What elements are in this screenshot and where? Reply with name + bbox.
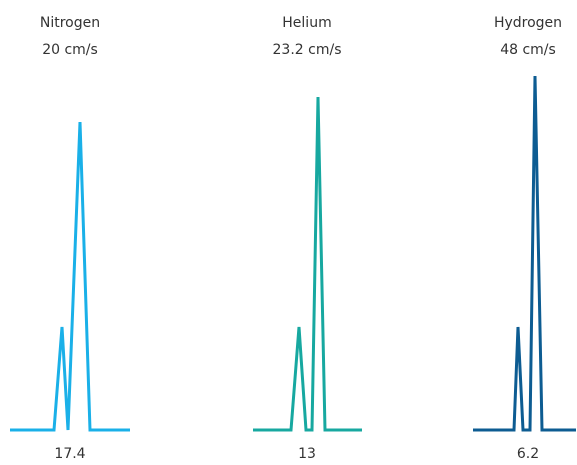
gas-speed: 20 cm/s bbox=[42, 42, 98, 58]
gas-name: Helium bbox=[282, 15, 331, 31]
gas-speed: 23.2 cm/s bbox=[273, 42, 342, 58]
gas-name: Hydrogen bbox=[494, 15, 562, 31]
chromatogram-trace bbox=[473, 75, 576, 432]
gas-name: Nitrogen bbox=[40, 15, 100, 31]
retention-time: 6.2 bbox=[517, 446, 539, 462]
gas-speed: 48 cm/s bbox=[500, 42, 556, 58]
chromatogram-trace bbox=[253, 96, 362, 432]
retention-time: 13 bbox=[298, 446, 316, 462]
retention-time: 17.4 bbox=[54, 446, 85, 462]
chromatogram-trace bbox=[10, 121, 130, 432]
